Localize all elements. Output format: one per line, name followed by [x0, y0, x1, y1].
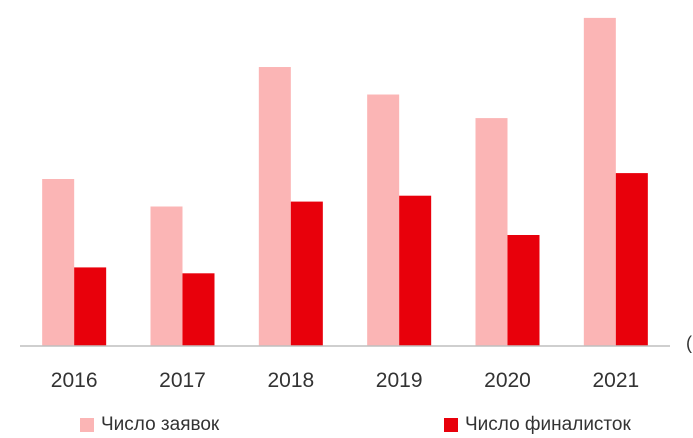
clipped-edge-text: (	[686, 333, 692, 353]
bar-finalists-2020	[507, 234, 540, 346]
x-tick-label-2016: 2016	[51, 369, 98, 392]
x-tick-label-2020: 2020	[484, 369, 531, 392]
legend-label-applications: Число заявок	[101, 414, 220, 435]
x-tick-label-2017: 2017	[159, 369, 206, 392]
bar-chart: 2016 2017 2018 2019 2020 2021	[20, 17, 670, 392]
bars-group	[42, 17, 648, 347]
bar-finalists-2017	[182, 273, 215, 346]
legend-swatch-finalists	[444, 418, 458, 432]
bar-finalists-2021	[615, 173, 648, 346]
legend-label-finalists: Число финалисток	[465, 414, 631, 435]
x-tick-label-2021: 2021	[592, 369, 639, 392]
bar-applications-2020	[475, 118, 508, 346]
x-tick-label-2018: 2018	[267, 369, 314, 392]
legend-swatch-applications	[80, 418, 94, 432]
legend: Число заявок Число финалисток	[0, 414, 693, 438]
bar-finalists-2018	[290, 201, 323, 346]
bar-applications-2017	[150, 206, 183, 346]
legend-item-finalists: Число финалисток	[444, 414, 631, 436]
bar-finalists-2019	[399, 195, 432, 346]
bar-applications-2021	[583, 17, 616, 347]
bar-applications-2018	[258, 67, 291, 346]
legend-item-applications: Число заявок	[80, 414, 219, 436]
bar-applications-2016	[42, 179, 75, 346]
x-tick-labels: 2016 2017 2018 2019 2020 2021	[51, 369, 639, 392]
bar-finalists-2016	[74, 267, 107, 346]
x-tick-label-2019: 2019	[376, 369, 423, 392]
bar-applications-2019	[367, 94, 400, 347]
